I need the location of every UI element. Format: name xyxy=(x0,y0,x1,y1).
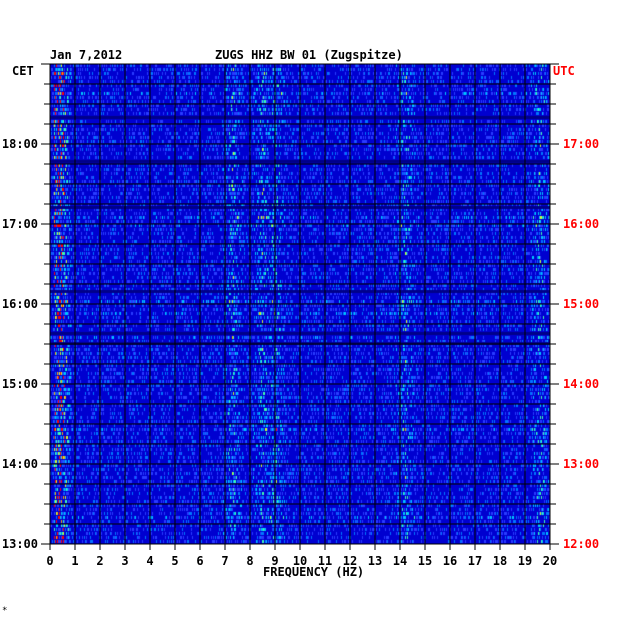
cet-tick-label: 13:00 xyxy=(2,537,38,551)
x-tick-label: 14 xyxy=(393,554,407,568)
x-tick-label: 17 xyxy=(468,554,482,568)
cet-tick-label: 17:00 xyxy=(2,217,38,231)
x-tick-label: 12 xyxy=(343,554,357,568)
utc-tick-label: 16:00 xyxy=(563,217,599,231)
corner-mark: * xyxy=(2,606,8,616)
grid-lines xyxy=(50,64,550,544)
date-label: Jan 7,2012 xyxy=(50,48,122,62)
x-tick-label: 6 xyxy=(196,554,203,568)
utc-tick-label: 14:00 xyxy=(563,377,599,391)
x-tick-label: 0 xyxy=(46,554,53,568)
x-tick-label: 4 xyxy=(146,554,153,568)
left-tick-labels: 13:00 14:00 15:00 16:00 17:00 18:00 xyxy=(2,137,38,551)
utc-tick-label: 13:00 xyxy=(563,457,599,471)
x-tick-label: 7 xyxy=(221,554,228,568)
right-tick-labels: 12:00 13:00 14:00 15:00 16:00 17:00 xyxy=(563,137,599,551)
utc-axis-label: UTC xyxy=(553,64,575,78)
x-tick-label: 11 xyxy=(318,554,332,568)
x-tick-label: 9 xyxy=(271,554,278,568)
cet-tick-label: 18:00 xyxy=(2,137,38,151)
cet-tick-label: 15:00 xyxy=(2,377,38,391)
x-tick-label: 10 xyxy=(293,554,307,568)
x-tick-label: 1 xyxy=(71,554,78,568)
x-tick-label: 3 xyxy=(121,554,128,568)
cet-tick-label: 14:00 xyxy=(2,457,38,471)
x-tick-label: 15 xyxy=(418,554,432,568)
x-tick-labels: 0 1 2 3 4 5 6 7 8 9 10 11 12 13 14 15 16 17 18 19 20 xyxy=(46,554,557,568)
station-title: ZUGS HHZ BW 01 (Zugspitze) xyxy=(215,48,403,62)
x-tick-label: 13 xyxy=(368,554,382,568)
x-axis-title: FREQUENCY (HZ) xyxy=(263,565,364,579)
utc-tick-label: 12:00 xyxy=(563,537,599,551)
x-tick-label: 19 xyxy=(518,554,532,568)
utc-tick-label: 15:00 xyxy=(563,297,599,311)
x-tick-label: 20 xyxy=(543,554,557,568)
cet-axis-label: CET xyxy=(12,64,34,78)
ticks xyxy=(41,63,559,550)
cet-tick-label: 16:00 xyxy=(2,297,38,311)
x-tick-label: 5 xyxy=(171,554,178,568)
utc-tick-label: 17:00 xyxy=(563,137,599,151)
x-tick-label: 2 xyxy=(96,554,103,568)
x-tick-label: 8 xyxy=(246,554,253,568)
x-tick-label: 18 xyxy=(493,554,507,568)
x-tick-label: 16 xyxy=(443,554,457,568)
